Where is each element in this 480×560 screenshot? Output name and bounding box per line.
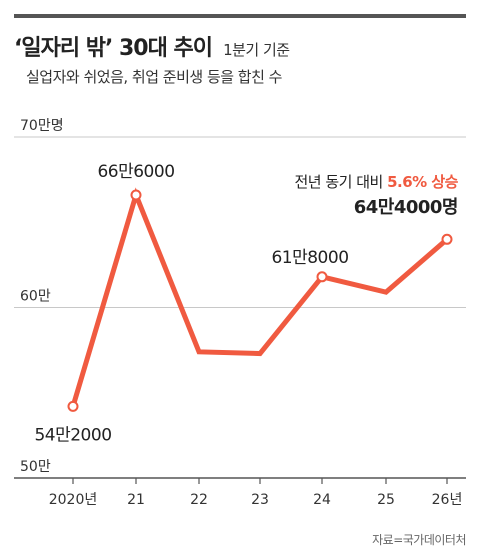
data-point-marker: [67, 400, 79, 412]
last-value-label: 64만4000명: [354, 197, 458, 218]
y-tick-label: 60만: [20, 289, 51, 305]
x-tick-label: 21: [127, 492, 145, 508]
data-label: 66만6000: [97, 162, 174, 182]
chart-title: ‘일자리 밖’ 30대 추이: [14, 36, 213, 61]
x-tick-label: 25: [377, 492, 395, 508]
growth-annotation-highlight: 5.6% 상승: [387, 173, 459, 191]
chart-subtitle: 실업자와 쉬었음, 취업 준비생 등을 합친 수: [26, 68, 282, 86]
growth-annotation: 전년 동기 대비 5.6% 상승: [294, 173, 458, 191]
y-tick-label: 70만명: [20, 118, 64, 134]
title-row: ‘일자리 밖’ 30대 추이 1분기 기준: [14, 30, 290, 62]
x-tick-label: 24: [313, 492, 331, 508]
source-note: 자료=국가데이터처: [372, 533, 466, 547]
data-label: 54만2000: [34, 425, 111, 445]
data-point-marker: [316, 271, 328, 283]
growth-annotation-prefix: 전년 동기 대비: [294, 173, 387, 191]
data-point-marker: [130, 189, 142, 201]
x-tick-label: 26년: [432, 492, 463, 508]
header-rule: [14, 14, 466, 18]
y-tick-label: 50만: [20, 459, 51, 475]
data-label: 61만8000: [271, 248, 348, 268]
series-line: [70, 187, 450, 409]
title-note: 1분기 기준: [223, 41, 290, 59]
x-tick-label: 23: [251, 492, 269, 508]
data-point-marker: [441, 233, 453, 245]
x-tick-label: 22: [190, 492, 208, 508]
x-tick-label: 2020년: [49, 492, 98, 508]
